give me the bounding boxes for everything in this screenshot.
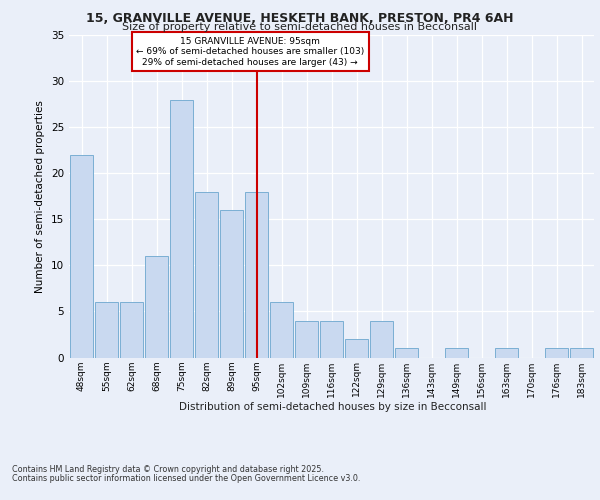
Bar xyxy=(170,100,193,358)
Text: 15 GRANVILLE AVENUE: 95sqm
← 69% of semi-detached houses are smaller (103)
29% o: 15 GRANVILLE AVENUE: 95sqm ← 69% of semi… xyxy=(136,37,364,66)
Bar xyxy=(145,256,168,358)
Text: Contains public sector information licensed under the Open Government Licence v3: Contains public sector information licen… xyxy=(12,474,361,483)
Bar xyxy=(370,320,393,358)
Y-axis label: Number of semi-detached properties: Number of semi-detached properties xyxy=(35,100,46,292)
Text: 15, GRANVILLE AVENUE, HESKETH BANK, PRESTON, PR4 6AH: 15, GRANVILLE AVENUE, HESKETH BANK, PRES… xyxy=(86,12,514,26)
Bar xyxy=(320,320,343,358)
Bar xyxy=(545,348,568,358)
Bar xyxy=(445,348,468,358)
Bar xyxy=(570,348,593,358)
Bar xyxy=(345,339,368,357)
Bar xyxy=(70,155,93,358)
Text: Contains HM Land Registry data © Crown copyright and database right 2025.: Contains HM Land Registry data © Crown c… xyxy=(12,465,324,474)
Bar xyxy=(395,348,418,358)
Text: Distribution of semi-detached houses by size in Becconsall: Distribution of semi-detached houses by … xyxy=(179,402,487,412)
Bar xyxy=(95,302,118,358)
Bar xyxy=(270,302,293,358)
Bar xyxy=(245,192,268,358)
Text: Size of property relative to semi-detached houses in Becconsall: Size of property relative to semi-detach… xyxy=(122,22,478,32)
Bar xyxy=(120,302,143,358)
Bar xyxy=(295,320,318,358)
Bar xyxy=(220,210,243,358)
Bar xyxy=(495,348,518,358)
Bar xyxy=(195,192,218,358)
